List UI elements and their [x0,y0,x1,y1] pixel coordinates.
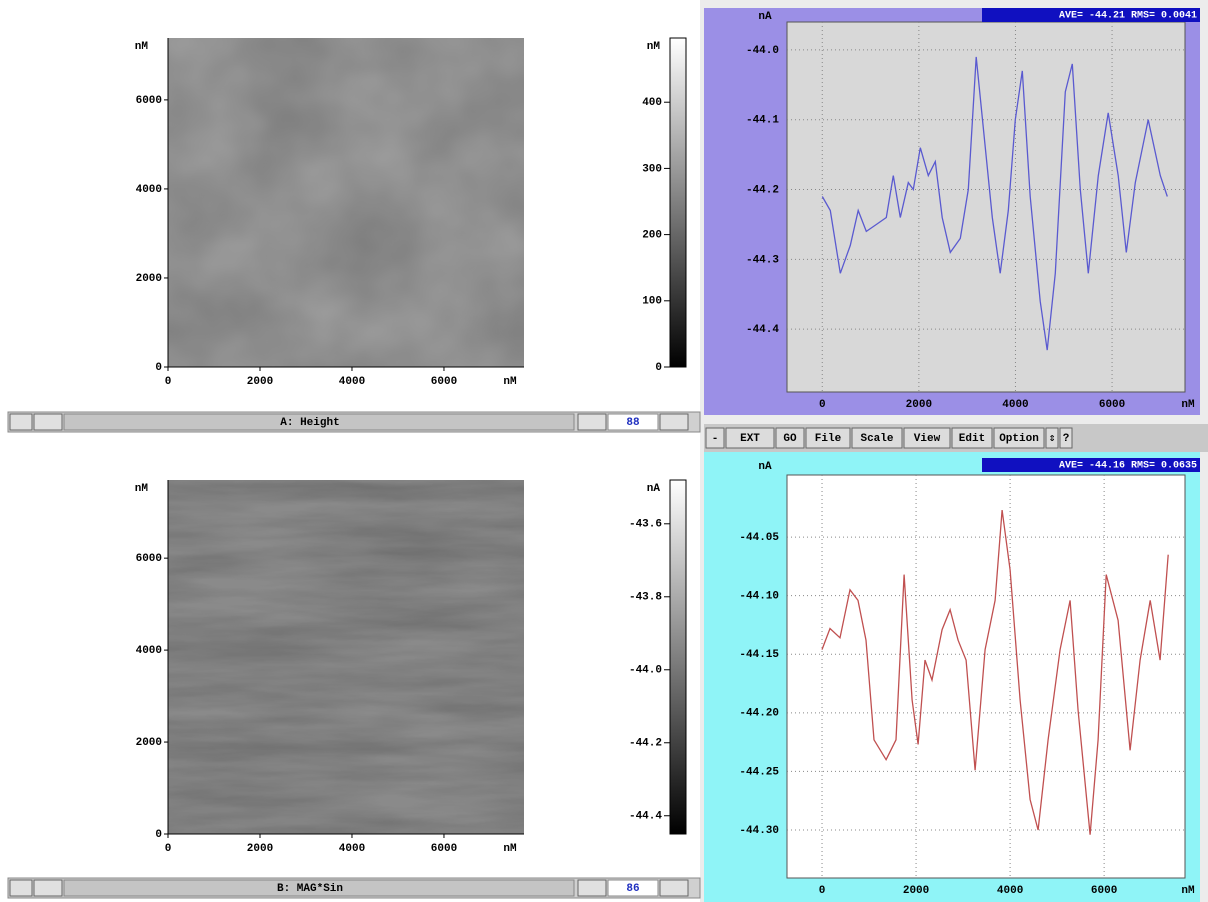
colorbar-tick-label: 100 [642,296,662,308]
x-tick-label: 4000 [997,885,1023,897]
x-tick-label: 6000 [1091,885,1117,897]
screen: 02000400060000200040006000nMnMnM01002003… [0,0,1208,902]
colorbar-tick-label: 300 [642,163,662,175]
toolbar-button-label: ⇕ [1049,433,1056,445]
mag-image-texture [168,480,524,834]
y-tick-label: -44.0 [746,45,779,57]
x-tick-label: 2000 [906,399,932,411]
x-tick-label: 2000 [247,376,273,388]
y-tick-label: -44.10 [739,591,779,603]
info-button[interactable] [34,414,62,430]
prev-button[interactable] [578,880,606,896]
y-unit: nA [758,11,772,23]
y-tick-label: -44.1 [746,115,779,127]
colorbar-unit: nA [647,483,661,495]
y-unit: nM [135,41,149,53]
status-number: 88 [626,417,640,429]
height-image-texture [168,38,524,367]
y-tick-label: -44.20 [739,708,779,720]
x-tick-label: 2000 [247,843,273,855]
plot-area [787,475,1185,878]
status-number: 86 [626,883,639,895]
colorbar-tick-label: 400 [642,97,662,109]
toolbar-button-label: EXT [740,433,760,445]
nav-button[interactable] [10,414,32,430]
nav-button[interactable] [10,880,32,896]
y-tick-label: -44.4 [746,324,779,336]
x-tick-label: 6000 [1099,399,1125,411]
colorbar [670,480,686,834]
status-label: B: MAG*Sin [277,883,343,895]
x-unit: nM [1181,399,1195,411]
toolbar-button-label: File [815,433,842,445]
colorbar-tick-label: -43.8 [629,592,662,604]
page: { "image_panels": [ {"y_unit": "nM", "x_… [0,0,1208,902]
x-tick-label: 6000 [431,376,457,388]
y-tick-label: -44.2 [746,184,779,196]
y-tick-label: 2000 [136,273,162,285]
toolbar-button-label: Scale [860,433,893,445]
y-tick-label: -44.30 [739,825,779,837]
y-tick-label: -44.05 [739,532,779,544]
colorbar [670,38,686,367]
toolbar-button-label: GO [783,433,797,445]
info-button[interactable] [34,880,62,896]
x-tick-label: 4000 [339,843,365,855]
toolbar-button-label: Option [999,433,1039,445]
y-tick-label: 6000 [136,95,162,107]
x-tick-label: 4000 [339,376,365,388]
y-tick-label: 0 [155,829,162,841]
y-unit: nM [135,483,149,495]
colorbar-tick-label: 200 [642,230,662,242]
x-tick-label: 6000 [431,843,457,855]
toolbar-button-label: ? [1063,433,1070,445]
y-tick-label: -44.3 [746,254,779,266]
x-unit: nM [1181,885,1195,897]
x-tick-label: 0 [819,399,826,411]
toolbar-button-label: Edit [959,433,985,445]
colorbar-tick-label: -44.0 [629,665,662,677]
x-tick-label: 4000 [1002,399,1028,411]
colorbar-tick-label: -43.6 [629,519,662,531]
prev-button[interactable] [578,414,606,430]
toolbar-button-label: - [712,433,719,445]
y-tick-label: -44.25 [739,766,779,778]
y-tick-label: 4000 [136,184,162,196]
colorbar-unit: nM [647,41,661,53]
plot-area [787,22,1185,392]
status-label: A: Height [280,417,339,429]
colorbar-tick-label: -44.4 [629,811,662,823]
y-tick-label: -44.15 [739,649,779,661]
y-tick-label: 0 [155,362,162,374]
next-button[interactable] [660,880,688,896]
x-tick-label: 0 [165,376,172,388]
y-tick-label: 6000 [136,553,162,565]
x-unit: nM [503,843,517,855]
toolbar-button-label: View [914,433,941,445]
x-tick-label: 0 [165,843,172,855]
x-unit: nM [503,376,517,388]
colorbar-tick-label: -44.2 [629,738,662,750]
stats: AVE= -44.16 RMS= 0.0635 [1059,461,1197,472]
y-tick-label: 2000 [136,737,162,749]
x-tick-label: 0 [819,885,826,897]
next-button[interactable] [660,414,688,430]
y-unit: nA [758,461,772,473]
colorbar-tick-label: 0 [655,362,662,374]
x-tick-label: 2000 [903,885,929,897]
y-tick-label: 4000 [136,645,162,657]
stats: AVE= -44.21 RMS= 0.0041 [1059,11,1197,22]
